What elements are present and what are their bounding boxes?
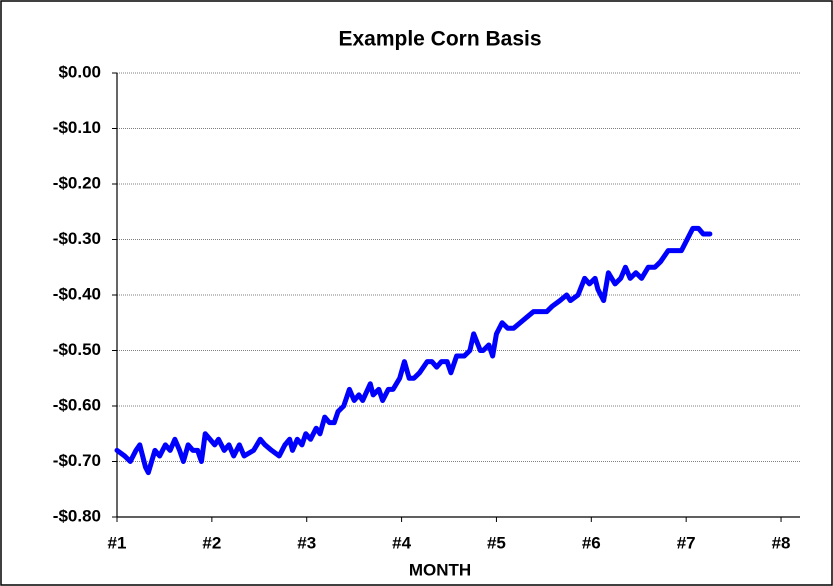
x-tick-label: #2 [202,533,221,552]
x-tick-label: #6 [582,533,601,552]
x-tick-label: #1 [108,533,127,552]
x-tick-label: #4 [392,533,411,552]
y-tick-label: -$0.40 [53,284,101,303]
y-tick-label: -$0.30 [53,229,101,248]
y-tick-label: $0.00 [58,62,101,81]
x-tick-label: #5 [487,533,506,552]
x-tick-label: #8 [772,533,791,552]
y-tick-label: -$0.10 [53,118,101,137]
x-tick-label: #3 [297,533,316,552]
y-tick-label: -$0.70 [53,451,101,470]
x-axis-label: MONTH [409,560,471,579]
x-tick-label: #7 [677,533,696,552]
y-tick-label: -$0.80 [53,506,101,525]
data-line [114,225,713,476]
y-tick-label: -$0.20 [53,173,101,192]
y-tick-label: -$0.50 [53,340,101,359]
chart-title: Example Corn Basis [338,28,541,51]
y-tick-label: -$0.60 [53,395,101,414]
